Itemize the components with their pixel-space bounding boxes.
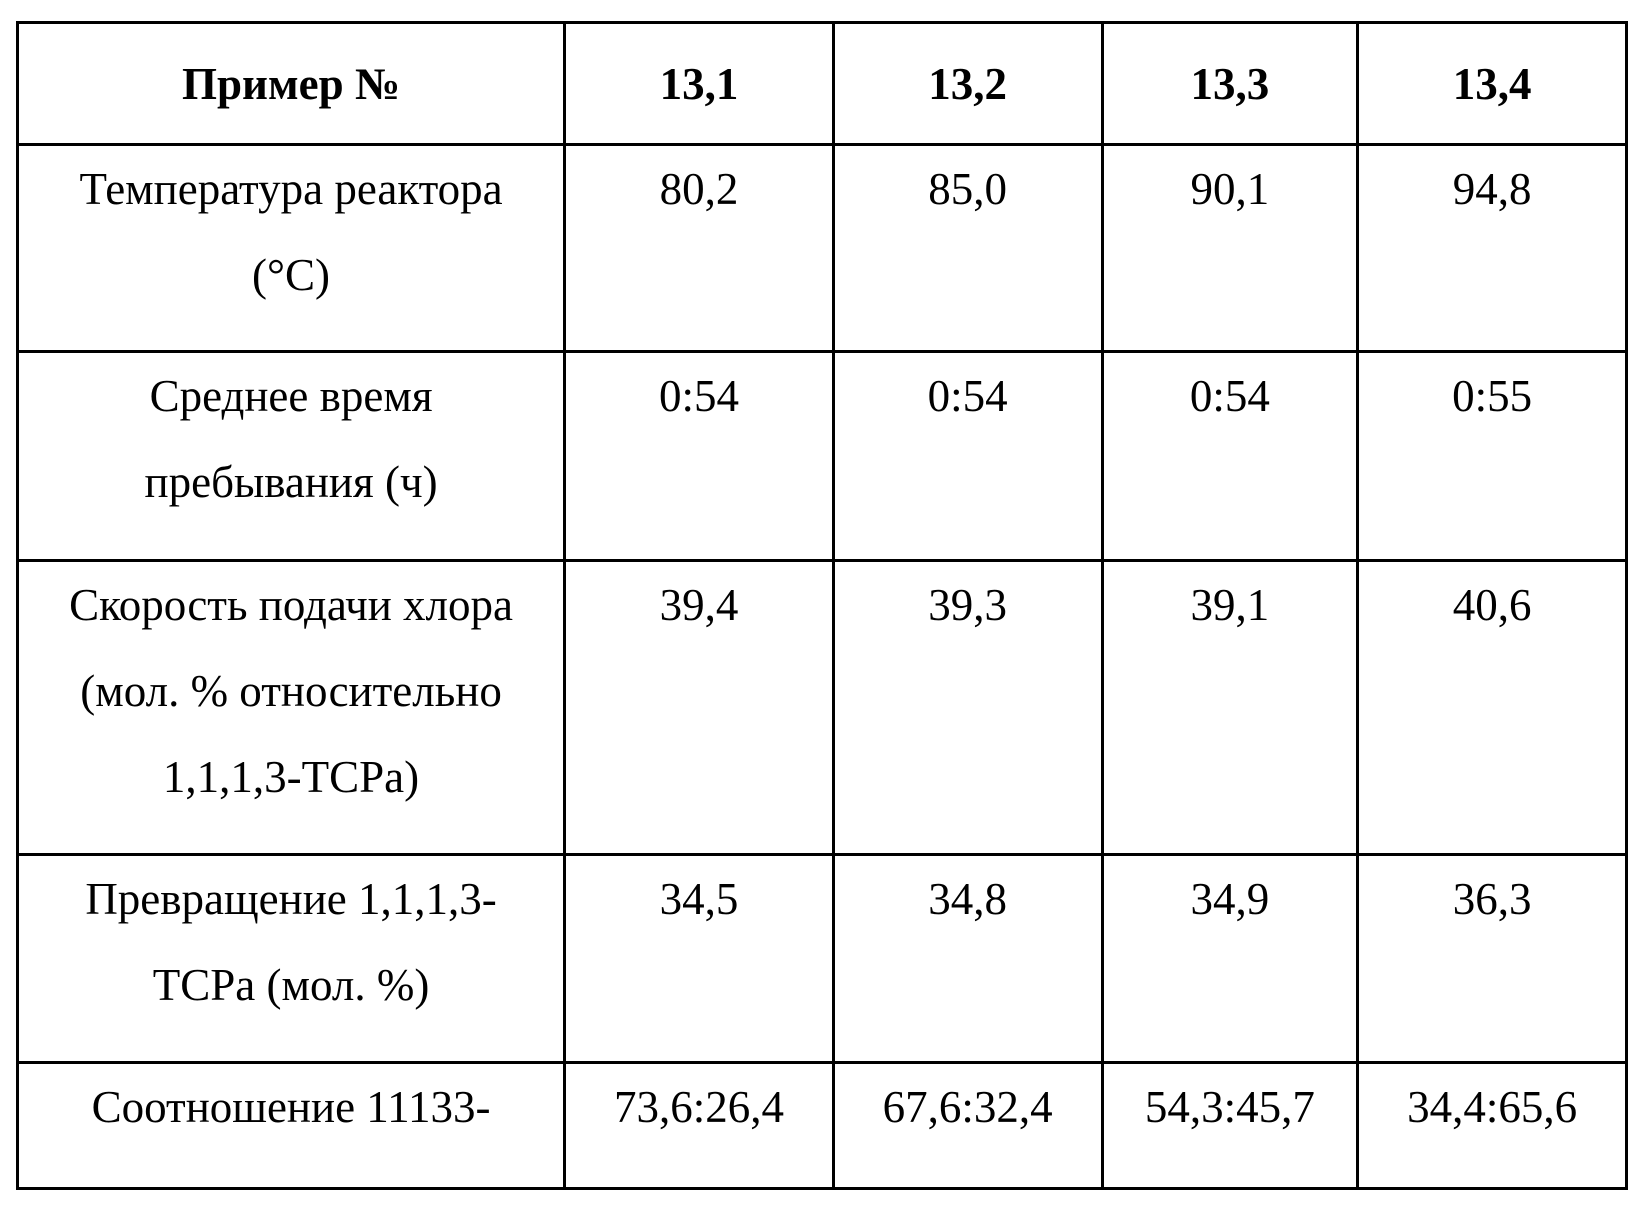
table-cell: 73,6:26,4 — [565, 1063, 834, 1189]
table-cell: 34,5 — [565, 855, 834, 1063]
table-cell: 90,1 — [1102, 145, 1358, 352]
table-cell: 80,2 — [565, 145, 834, 352]
header-col-1: 13,1 — [565, 23, 834, 145]
row-label: Среднее время пребывания (ч) — [18, 352, 565, 561]
row-label-text: Среднее время пребывания (ч) — [23, 353, 559, 525]
row-label: Превращение 1,1,1,3- TCPa (мол. %) — [18, 855, 565, 1063]
row-label: Скорость подачи хлора (мол. % относитель… — [18, 561, 565, 855]
table-row: Соотношение 11133- 73,6:26,4 67,6:32,4 5… — [18, 1063, 1627, 1189]
data-table: Пример № 13,1 13,2 13,3 13,4 Температура… — [16, 21, 1628, 1190]
table-row: Скорость подачи хлора (мол. % относитель… — [18, 561, 1627, 855]
table-cell: 36,3 — [1358, 855, 1627, 1063]
header-col-4: 13,4 — [1358, 23, 1627, 145]
table-cell: 94,8 — [1358, 145, 1627, 352]
header-col-2: 13,2 — [833, 23, 1102, 145]
table-row: Среднее время пребывания (ч) 0:54 0:54 0… — [18, 352, 1627, 561]
row-label-text: Температура реактора (°C) — [23, 146, 559, 318]
row-label-text: Превращение 1,1,1,3- TCPa (мол. %) — [23, 856, 559, 1028]
table-cell: 0:54 — [565, 352, 834, 561]
header-col-3: 13,3 — [1102, 23, 1358, 145]
table-cell: 0:54 — [1102, 352, 1358, 561]
table-cell: 40,6 — [1358, 561, 1627, 855]
table-cell: 39,1 — [1102, 561, 1358, 855]
table-cell: 39,3 — [833, 561, 1102, 855]
table-cell: 85,0 — [833, 145, 1102, 352]
row-label: Соотношение 11133- — [18, 1063, 565, 1189]
table-row: Температура реактора (°C) 80,2 85,0 90,1… — [18, 145, 1627, 352]
header-label-cell: Пример № — [18, 23, 565, 145]
table-cell: 0:55 — [1358, 352, 1627, 561]
table-cell: 0:54 — [833, 352, 1102, 561]
table-cell: 34,4:65,6 — [1358, 1063, 1627, 1189]
row-label-text: Соотношение 11133- — [23, 1064, 559, 1150]
table-cell: 34,8 — [833, 855, 1102, 1063]
row-label: Температура реактора (°C) — [18, 145, 565, 352]
table-cell: 67,6:32,4 — [833, 1063, 1102, 1189]
table-cell: 34,9 — [1102, 855, 1358, 1063]
table-header-row: Пример № 13,1 13,2 13,3 13,4 — [18, 23, 1627, 145]
table-cell: 39,4 — [565, 561, 834, 855]
table-cell: 54,3:45,7 — [1102, 1063, 1358, 1189]
table-row: Превращение 1,1,1,3- TCPa (мол. %) 34,5 … — [18, 855, 1627, 1063]
row-label-text: Скорость подачи хлора (мол. % относитель… — [23, 562, 559, 820]
